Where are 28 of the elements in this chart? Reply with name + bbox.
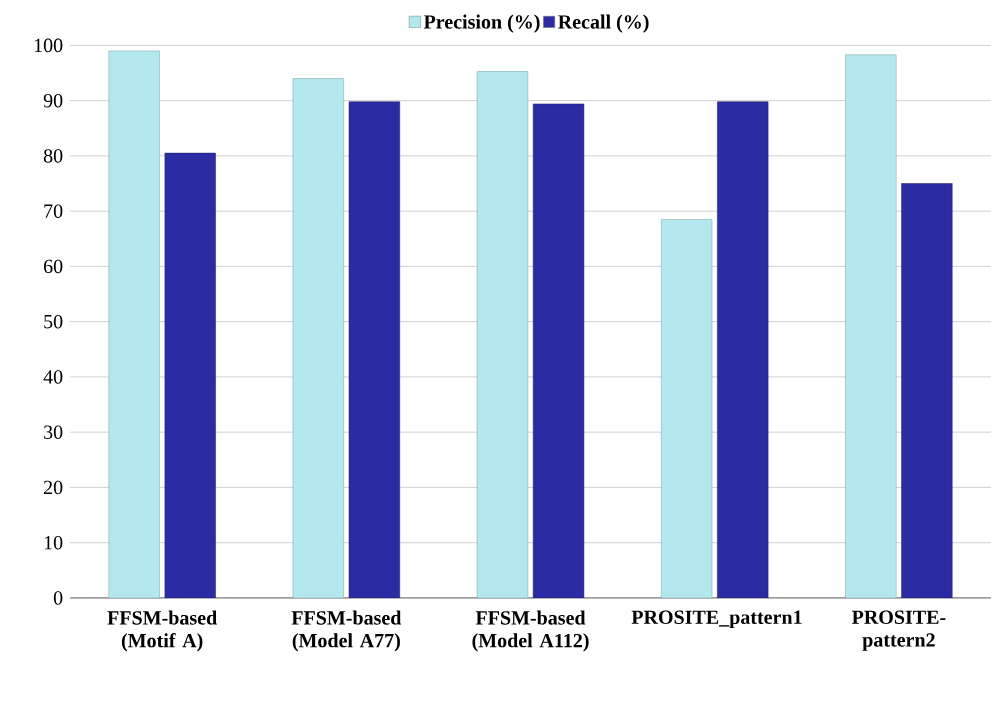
y-tick-label: 20 (43, 480, 63, 495)
bar (901, 183, 953, 599)
bar (292, 78, 344, 599)
y-tick-label: 40 (43, 370, 63, 384)
bar (476, 71, 529, 599)
legend-label: Precision (%) (423, 14, 540, 33)
y-tick-label: 80 (43, 149, 63, 163)
x-tick-label: FFSM-based (Motif A) (107, 610, 217, 652)
bar (108, 50, 160, 599)
x-tick-label: PROSITE_pattern1 (631, 610, 802, 629)
y-tick-label: 0 (53, 591, 63, 605)
bar (717, 101, 769, 599)
x-tick-label: FFSM-based (Model A77) (291, 610, 402, 652)
y-tick-label: 70 (44, 204, 63, 219)
x-tick-label: FFSM-based (Model A112) (472, 610, 589, 652)
y-tick-label: 50 (44, 315, 63, 329)
y-tick-label: 60 (43, 259, 63, 274)
y-tick-label: 90 (43, 94, 63, 108)
legend-label: Recall (%) (558, 14, 649, 33)
bar (348, 101, 401, 599)
y-tick-label: 100 (34, 38, 63, 53)
bar (661, 219, 713, 599)
bar (532, 103, 585, 599)
y-tick-label: 10 (44, 536, 63, 550)
bar (845, 54, 897, 599)
y-tick-label: 30 (44, 425, 63, 440)
bar (164, 152, 216, 599)
x-tick-label: PROSITE-pattern2 (851, 610, 946, 651)
